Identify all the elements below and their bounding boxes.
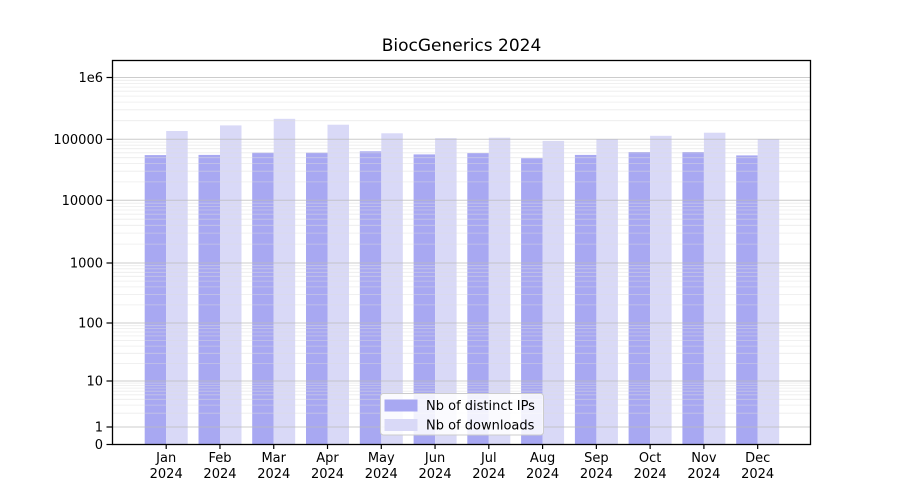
y-tick-label: 100 [78,317,103,332]
legend-box [380,393,544,436]
bars-layer [144,118,780,445]
x-tick-label-month: Dec [745,451,770,466]
x-tick-label-year: 2024 [257,467,290,482]
bar-downloads-mar [273,118,296,445]
x-tick-label-year: 2024 [526,467,559,482]
legend: Nb of distinct IPs Nb of downloads [380,393,544,436]
x-tick-label-year: 2024 [741,467,774,482]
grid-layer [112,77,811,428]
bar-distinct-ips-jun [413,154,436,445]
bar-distinct-ips-mar [252,152,274,445]
x-tick-label-year: 2024 [365,467,398,482]
y-tick-label: 1 [95,421,103,436]
x-tick-label-month: Sep [584,451,609,466]
bar-distinct-ips-sep [574,154,597,445]
x-tick-label-month: Aug [530,451,555,466]
bar-downloads-dec [757,139,780,445]
y-tick-label: 100000 [53,133,103,148]
bar-distinct-ips-nov [682,152,704,445]
y-tick-label: 1e6 [78,71,103,86]
x-tick-label-month: Jul [480,451,497,466]
bar-distinct-ips-dec [736,155,758,445]
y-tick-label: 10 [86,375,103,390]
bar-downloads-jan [166,131,188,445]
bar-distinct-ips-feb [198,154,220,445]
legend-label-downloads: Nb of downloads [426,419,535,434]
legend-swatch-distinct-ips-icon [384,399,418,412]
bar-downloads-oct [650,135,672,445]
y-tick-label: 0 [95,438,103,453]
bar-downloads-nov [703,132,726,445]
chart-title: BiocGenerics 2024 [382,36,542,56]
x-tick-label-month: Jan [155,451,176,466]
bar-downloads-jun [435,138,457,445]
x-tick-label-month: May [368,451,395,466]
x-tick-label-year: 2024 [311,467,344,482]
x-tick-label-year: 2024 [634,467,667,482]
x-tick-label-month: Jun [424,451,445,466]
x-tick-label-year: 2024 [580,467,613,482]
bar-distinct-ips-aug [521,158,543,445]
x-tick-label-year: 2024 [419,467,452,482]
bar-distinct-ips-jul [467,153,489,445]
x-tick-label-month: Oct [639,451,661,466]
legend-label-distinct-ips: Nb of distinct IPs [426,399,535,414]
bar-downloads-aug [542,140,565,445]
x-tick-label-month: Mar [261,451,286,466]
x-tick-label-month: Apr [316,451,339,466]
x-tick-label-year: 2024 [203,467,236,482]
y-tick-label: 10000 [62,194,103,209]
x-tick-label-year: 2024 [472,467,505,482]
ticks-layer [106,76,759,449]
plot-border [111,59,812,446]
bar-downloads-sep [596,139,618,445]
bar-distinct-ips-apr [306,152,328,445]
bar-downloads-may [381,133,403,445]
x-tick-label-year: 2024 [687,467,720,482]
x-tick-label-month: Nov [691,451,717,466]
bar-distinct-ips-may [359,151,382,445]
x-tick-label-year: 2024 [150,467,183,482]
bar-distinct-ips-jan [144,155,167,445]
legend-swatch-downloads-icon [384,419,418,431]
bar-downloads-apr [327,124,349,445]
y-tick-label: 1000 [70,257,103,272]
bar-distinct-ips-oct [628,152,651,445]
tick-labels-layer: 01101001000100001000001e6Jan2024Feb2024M… [53,71,774,482]
bar-downloads-feb [220,125,242,445]
x-tick-label-month: Feb [208,451,231,466]
